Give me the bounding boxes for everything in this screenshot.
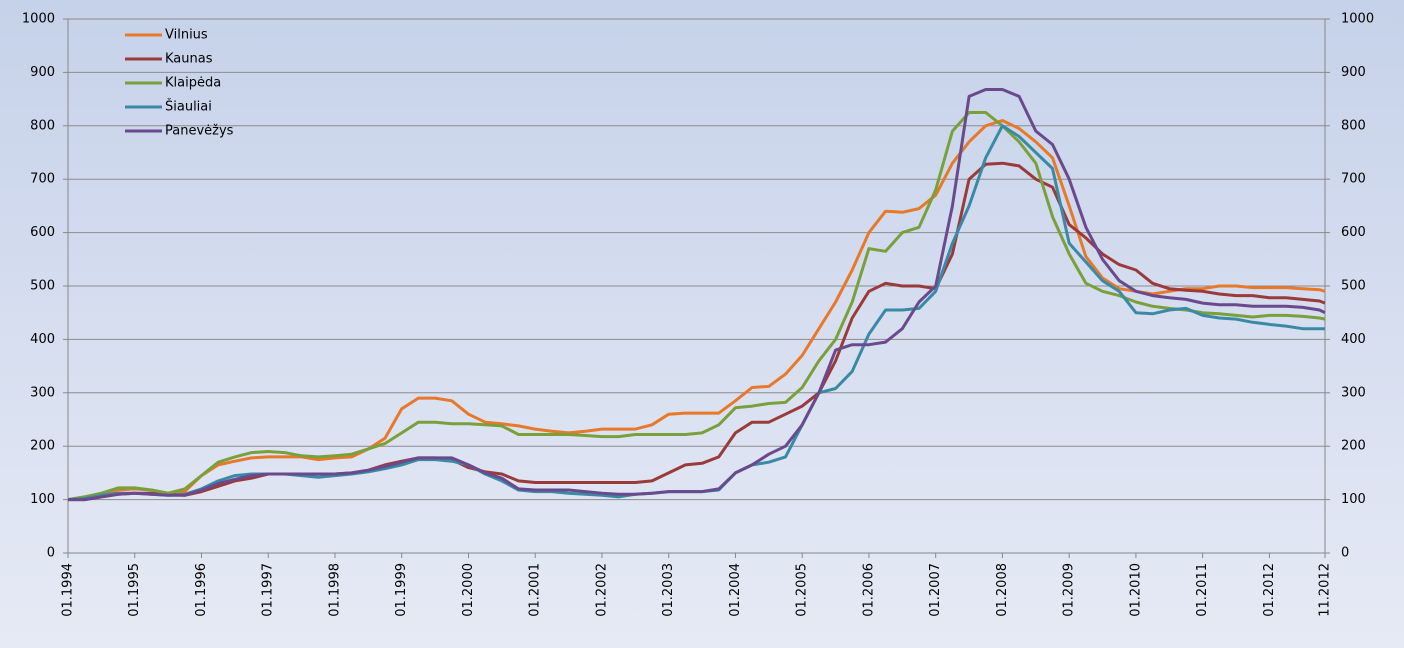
x-tick-label: 01.2000 — [461, 563, 476, 617]
x-tick-label: 01.2002 — [594, 563, 609, 617]
y2-tick-label: 900 — [1341, 65, 1366, 80]
series-line — [68, 161, 1326, 502]
legend-label: Panevėžys — [165, 124, 234, 139]
x-tick-label: 01.2005 — [795, 563, 810, 617]
x-tick-label: 01.1998 — [327, 563, 342, 617]
x-tick-label: 01.1995 — [127, 563, 142, 617]
y2-tick-label: 100 — [1341, 492, 1366, 507]
legend-label: Klaipėda — [165, 76, 221, 91]
y-tick-label: 600 — [30, 225, 55, 240]
x-tick-label: 01.2001 — [528, 563, 543, 617]
legend-label: Kaunas — [165, 52, 213, 67]
x-tick-label: 01.2010 — [1128, 563, 1143, 617]
y-tick-label: 0 — [47, 546, 55, 561]
x-tick-label: 01.2012 — [1262, 563, 1277, 617]
y2-tick-label: 700 — [1341, 172, 1366, 187]
series-line — [68, 88, 1326, 502]
x-tick-label: 01.2008 — [995, 563, 1010, 617]
y2-tick-label: 200 — [1341, 439, 1366, 454]
y-tick-label: 200 — [30, 439, 55, 454]
x-tick-label: 01.2003 — [661, 563, 676, 617]
x-tick-label: 01.1996 — [194, 563, 209, 617]
y-tick-label: 800 — [30, 118, 55, 133]
y-tick-label: 700 — [30, 172, 55, 187]
y-tick-label: 500 — [30, 279, 55, 294]
x-tick-label: 01.2009 — [1062, 563, 1077, 617]
series-line — [67, 124, 1325, 502]
x-tick-label: 11.2012 — [1318, 563, 1333, 617]
y-tick-label: 1000 — [22, 12, 55, 27]
y2-tick-label: 1000 — [1341, 12, 1374, 27]
legend-label: Šiauliai — [165, 99, 212, 115]
x-tick-label: 01.2006 — [861, 563, 876, 617]
legend-label: Vilnius — [165, 28, 208, 43]
y-tick-label: 400 — [30, 332, 55, 347]
y2-tick-label: 400 — [1341, 332, 1366, 347]
y2-tick-label: 500 — [1341, 279, 1366, 294]
y2-tick-label: 800 — [1341, 118, 1366, 133]
x-tick-label: 01.1999 — [394, 563, 409, 617]
y2-tick-label: 600 — [1341, 225, 1366, 240]
x-tick-label: 01.2007 — [928, 563, 943, 617]
y-tick-label: 300 — [30, 385, 55, 400]
x-tick-label: 01.2011 — [1195, 563, 1210, 617]
y2-tick-label: 300 — [1341, 385, 1366, 400]
y-tick-label: 100 — [30, 492, 55, 507]
x-tick-label: 01.2004 — [728, 563, 743, 617]
series-line — [67, 119, 1326, 502]
x-tick-label: 01.1997 — [261, 563, 276, 617]
series-line — [67, 111, 1326, 502]
x-tick-label: 01.1994 — [61, 563, 76, 617]
y2-tick-label: 0 — [1341, 546, 1349, 561]
y-tick-label: 900 — [30, 65, 55, 80]
